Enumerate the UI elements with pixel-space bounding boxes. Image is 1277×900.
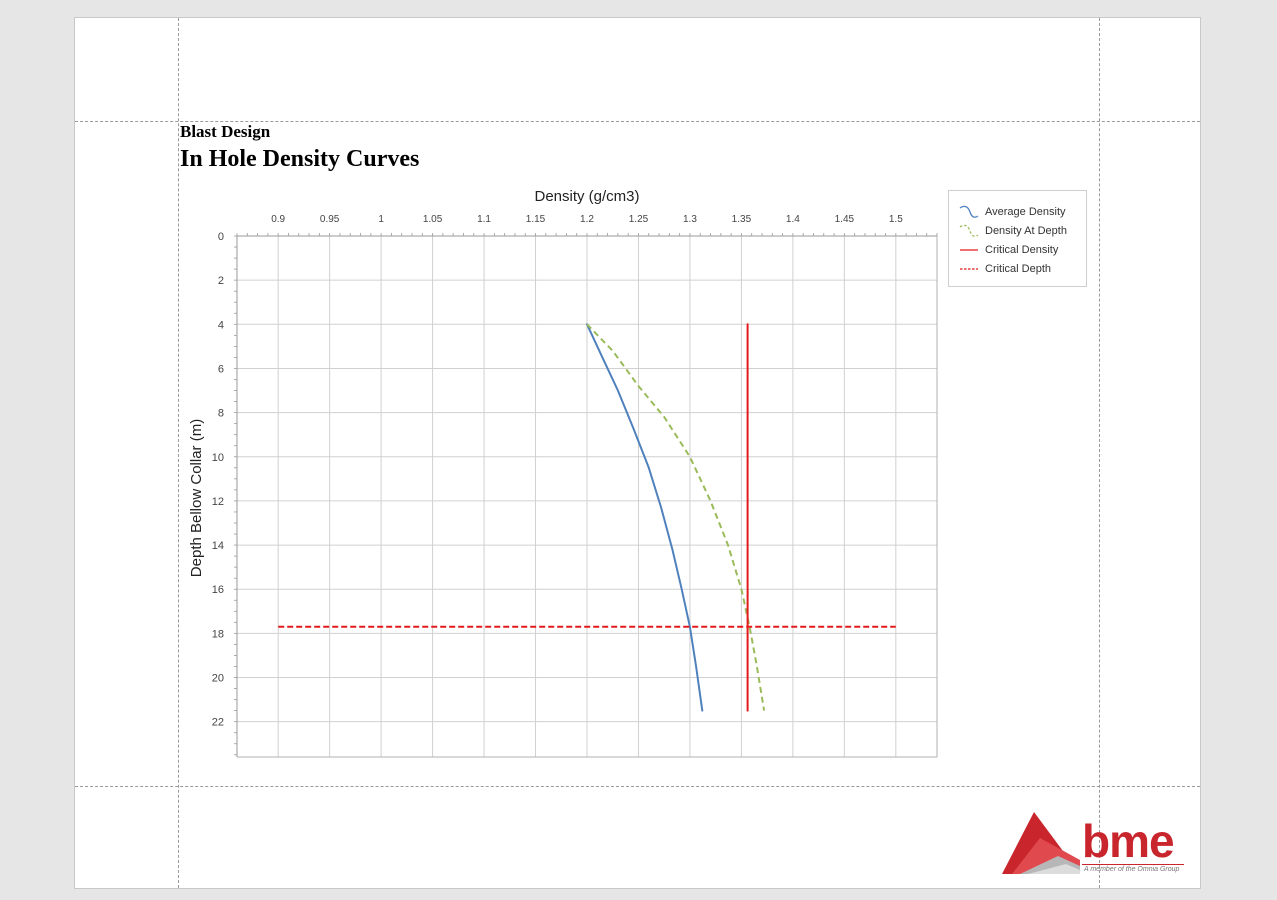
x-tick-label: 1.3 bbox=[683, 214, 697, 225]
x-tick-label: 1.45 bbox=[835, 214, 855, 225]
legend-item-density-at-depth: Density At Depth bbox=[949, 221, 1086, 240]
x-tick-label: 1.5 bbox=[889, 214, 903, 225]
y-tick-label: 8 bbox=[218, 408, 224, 420]
bme-logo-icon bbox=[1002, 812, 1080, 874]
margin-guide-bottom bbox=[75, 786, 1200, 787]
y-tick-label: 14 bbox=[212, 540, 224, 552]
series-line-density-at-depth bbox=[586, 323, 766, 711]
x-tick-label: 1 bbox=[378, 214, 384, 225]
y-tick-label: 22 bbox=[212, 717, 224, 729]
y-tick-label: 20 bbox=[212, 673, 224, 685]
y-tick-label: 16 bbox=[212, 584, 224, 596]
y-tick-label: 2 bbox=[218, 275, 224, 287]
logo-tagline: A member of the Omnia Group bbox=[1084, 866, 1180, 873]
y-tick-label: 0 bbox=[218, 231, 224, 243]
logo-rule bbox=[1082, 864, 1184, 865]
y-tick-label: 18 bbox=[212, 628, 224, 640]
series-line-average-density bbox=[586, 323, 704, 712]
document-title: In Hole Density Curves bbox=[180, 146, 420, 172]
document-subtitle: Blast Design bbox=[180, 122, 271, 141]
legend-label: Critical Depth bbox=[985, 262, 1052, 275]
x-tick-label: 1.25 bbox=[629, 214, 649, 225]
y-tick-label: 4 bbox=[218, 319, 224, 331]
y-tick-label: 6 bbox=[218, 363, 224, 375]
legend-swatch-average-density bbox=[959, 205, 979, 218]
x-tick-label: 0.95 bbox=[320, 214, 340, 225]
legend-label: Density At Depth bbox=[985, 224, 1067, 237]
x-tick-label: 1.2 bbox=[580, 214, 594, 225]
legend-swatch-critical-density bbox=[960, 248, 978, 251]
legend-item-critical-density: Critical Density bbox=[949, 240, 1086, 259]
x-tick-label: 1.35 bbox=[732, 214, 752, 225]
chart-legend: Average Density Density At Depth Critica… bbox=[948, 190, 1087, 287]
y-tick-label: 12 bbox=[212, 496, 224, 508]
logo-wordmark: bme bbox=[1082, 815, 1175, 867]
x-tick-label: 1.05 bbox=[423, 214, 443, 225]
y-axis-title: Depth Bellow Collar (m) bbox=[188, 419, 205, 577]
x-tick-label: 1.15 bbox=[526, 214, 546, 225]
margin-guide-right bbox=[1099, 18, 1100, 888]
legend-swatch-density-at-depth bbox=[959, 224, 979, 237]
legend-swatch-critical-depth bbox=[960, 267, 978, 270]
y-tick-label: 10 bbox=[212, 452, 224, 464]
x-tick-label: 1.1 bbox=[477, 214, 491, 225]
legend-item-critical-depth: Critical Depth bbox=[949, 259, 1086, 278]
legend-label: Critical Density bbox=[985, 243, 1059, 256]
legend-item-average-density: Average Density bbox=[949, 202, 1086, 221]
legend-label: Average Density bbox=[985, 205, 1066, 218]
x-axis-title: Density (g/cm3) bbox=[534, 188, 639, 205]
margin-guide-top bbox=[75, 121, 1200, 122]
margin-guide-left bbox=[178, 18, 179, 888]
x-tick-label: 0.9 bbox=[271, 214, 285, 225]
x-tick-label: 1.4 bbox=[786, 214, 800, 225]
